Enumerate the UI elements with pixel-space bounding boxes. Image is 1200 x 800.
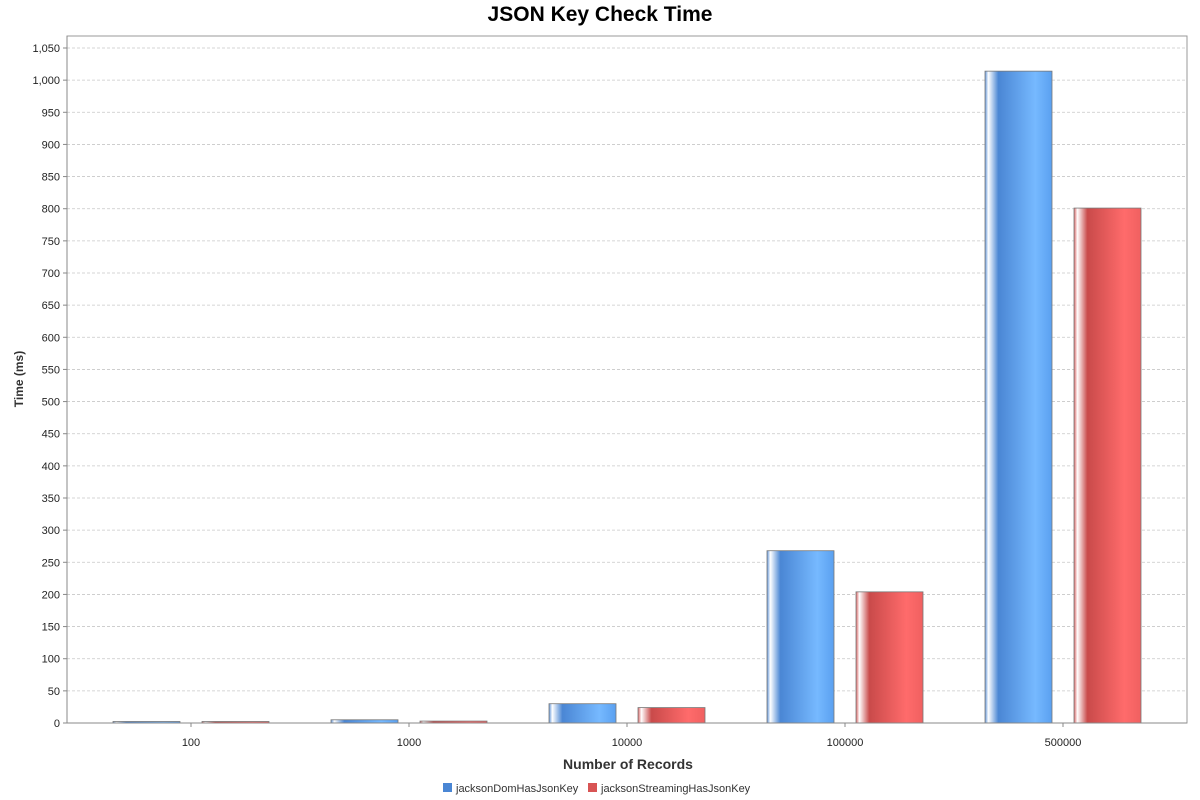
y-tick-label: 450 [42,429,60,441]
y-tick-label: 900 [42,139,60,151]
chart-title: JSON Key Check Time [488,3,713,26]
y-tick-label: 750 [42,236,60,248]
y-tick-label: 550 [42,364,60,376]
x-tick-label: 100000 [827,737,864,749]
x-tick-label: 10000 [612,737,643,749]
bar-series-0-cat-500000 [984,70,1053,724]
y-tick-label: 700 [42,268,60,280]
bar-series-0-cat-10000 [548,703,617,724]
bar-series-1-cat-10000 [637,707,706,724]
y-tick-label: 300 [42,525,60,537]
bars-layer [112,70,1142,724]
legend-swatch-series-0 [443,783,452,792]
legend-label-series-0: jacksonDomHasJsonKey [455,783,579,795]
y-tick-label: 1,050 [32,43,60,55]
legend-label-series-1: jacksonStreamingHasJsonKey [600,783,751,795]
x-tick-label: 1000 [397,737,421,749]
y-tick-label: 200 [42,589,60,601]
grid-layer [67,47,1187,692]
y-tick-label: 50 [48,686,60,698]
y-tick-label: 100 [42,654,60,666]
x-axis-ticks: 100 1000 10000 100000 500000 [182,723,1082,749]
y-tick-label: 600 [42,332,60,344]
y-tick-label: 400 [42,461,60,473]
bar-series-1-cat-500000 [1073,207,1142,724]
y-tick-label: 850 [42,172,60,184]
y-tick-label: 500 [42,397,60,409]
y-tick-label: 1,000 [32,75,60,87]
y-tick-label: 350 [42,493,60,505]
y-tick-label: 650 [42,300,60,312]
y-tick-label: 150 [42,622,60,634]
bar-series-0-cat-100000 [766,550,835,724]
legend: jacksonDomHasJsonKey jacksonStreamingHas… [443,783,751,795]
y-tick-label: 250 [42,557,60,569]
y-axis-ticks: 0 50 100 150 200 250 300 350 400 450 500 550 600 650 7… [32,43,67,730]
x-tick-label: 500000 [1045,737,1082,749]
y-tick-label: 800 [42,204,60,216]
y-axis-title: Time (ms) [12,351,26,407]
legend-swatch-series-1 [588,783,597,792]
y-tick-label: 950 [42,107,60,119]
x-axis-title: Number of Records [563,756,693,772]
x-tick-label: 100 [182,737,200,749]
y-tick-label: 0 [54,718,60,730]
bar-series-1-cat-100000 [855,591,924,724]
